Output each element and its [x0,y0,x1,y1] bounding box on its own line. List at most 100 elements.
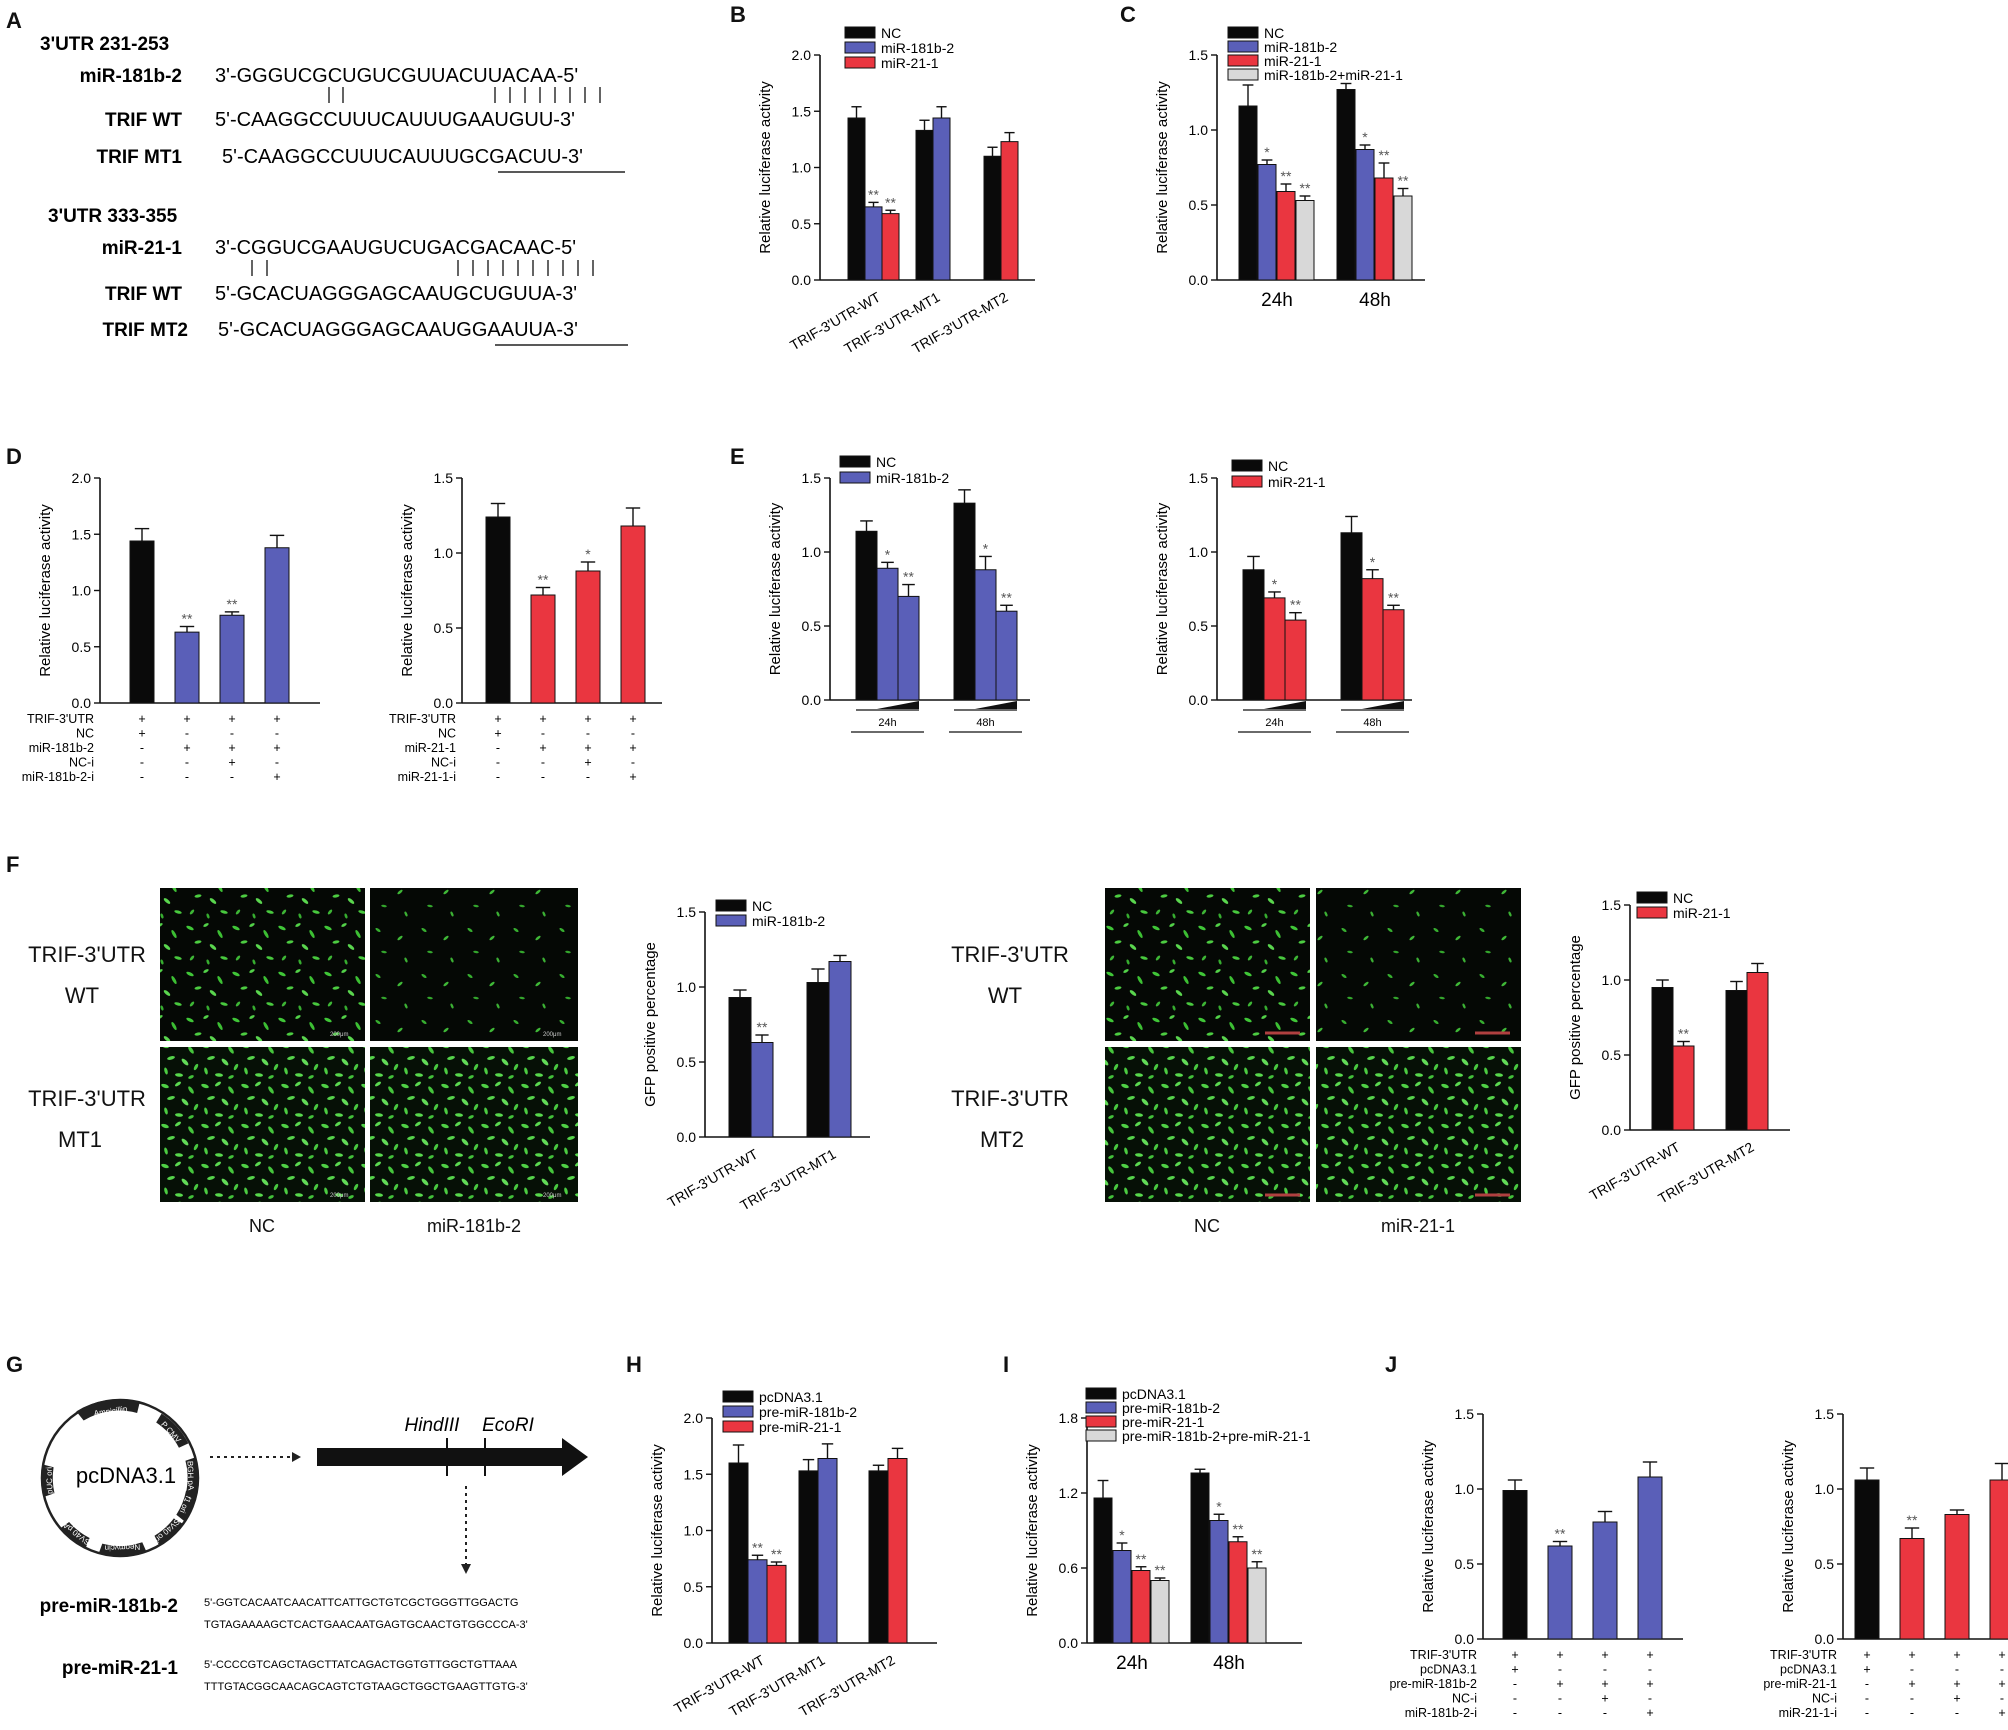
significance-label: ** [1136,1551,1147,1567]
bar [1355,149,1375,281]
row-label-mt1-sub: MT1 [58,1127,102,1152]
bar [1725,990,1748,1131]
row-label: pre-miR-181b-2 [1389,1677,1477,1691]
y-tick-label: 0.0 [802,692,822,708]
y-tick-label: 1.0 [72,583,92,599]
panel-letter-a: A [6,8,22,33]
bar [806,982,830,1138]
legend-swatch [722,1405,754,1418]
bar [1284,619,1307,701]
significance-label: ** [1252,1546,1263,1562]
row-label: TRIF-3'UTR [389,712,456,726]
y-tick-label: 0.6 [1059,1560,1079,1576]
row-sign: - [1558,1663,1562,1677]
legend-label: NC [1268,458,1288,474]
y-tick-label: 0.0 [1189,692,1209,708]
legend-label: NC [1264,25,1284,41]
seq-trif-mt2: 5'-GCACUAGGGAGCAAUGGAAUUA-3' [218,319,578,341]
y-tick-label: 1.0 [1815,1481,1835,1497]
bar [1093,1497,1113,1644]
y-tick-label: 0.0 [1059,1635,1079,1651]
pairing-lines-2 [251,260,594,276]
y-axis-title: Relative luciferase activity [1024,1444,1041,1617]
row-sign: - [496,770,500,784]
significance-label: ** [1281,168,1292,184]
chart-e-left: 0.0 0.5 1.0 1.5 Relative luciferase activity… [767,454,1030,733]
feature-puc-ori: pUC ori [45,1467,55,1495]
image-wt-mir21 [1316,888,1521,1041]
row-label: miR-21-1-i [1779,1706,1837,1720]
bar [728,1462,749,1644]
pre21-seq-line1: 5'-CCCCGTCAGCTAGCTTATCAGACTGGTGTTGGCTGTT… [204,1659,518,1671]
bar [1131,1570,1151,1644]
significance-label: * [585,546,591,562]
row-sign: - [1865,1677,1869,1691]
row-sign: - [586,727,590,741]
chart-b: 0.0 0.5 1.0 1.5 2.0 Relative luciferase activ… [757,25,1035,356]
bar [620,525,646,704]
row-sign: - [1513,1706,1517,1720]
bar [1746,972,1769,1131]
legend-swatch [844,56,876,69]
bar [728,997,752,1138]
panel-letter-h: H [626,1352,642,1377]
legend-label: miR-21-1 [1268,474,1326,490]
row-sign: + [138,712,145,726]
significance-label: ** [1388,589,1399,605]
y-tick-label: 1.0 [1189,544,1209,560]
row-sign: - [1910,1692,1914,1706]
panel-letter-g: G [6,1352,23,1377]
dose-ramp-icon [975,701,1017,709]
dose-ramp-icon [877,701,919,709]
bar [575,570,601,704]
x-tick-label: 24h [1261,290,1293,311]
legend-label: NC [881,25,901,41]
legend-swatch [715,914,747,927]
chart-j-right: 0.0 0.5 1.0 1.5 Relative luciferase activity… [1763,1406,2008,1720]
pre181-seq-line1: 5'-GGTCACAATCAACATTCATTGCTGTCGCTGGGTTGGA… [204,1597,518,1609]
legend-label: miR-21-1 [1264,53,1322,69]
row-sign: + [1601,1648,1608,1662]
feature-neomycin: Neomycin [104,1542,140,1552]
y-tick-label: 2.0 [684,1410,704,1426]
significance-label: ** [538,572,549,588]
row-sign: - [275,756,279,770]
bar [847,117,866,281]
x-tick-label: 24h [1116,1653,1148,1674]
row-label: NC-i [431,756,456,770]
y-tick-label: 0.0 [72,695,92,711]
bar [1112,1550,1132,1644]
bar [915,129,934,281]
legend-swatch [1636,906,1668,919]
col-label-mir181: miR-181b-2 [427,1216,521,1236]
row-sign: - [1865,1706,1869,1720]
row-sign: - [1558,1692,1562,1706]
legend-label: NC [1673,890,1693,906]
panel-letter-i: I [1003,1352,1009,1377]
bar [485,516,511,704]
bar [1944,1514,1970,1640]
row-label: TRIF-3'UTR [1770,1648,1837,1662]
row-sign: + [1998,1706,2005,1720]
bar [219,614,245,704]
row-label: TRIF-3'UTR [27,712,94,726]
row-sign: - [1955,1706,1959,1720]
seq-trif-mt1: 5'-CAAGGCCUUUCAUUUGCGACUU-3' [222,146,583,168]
row-sign: - [1603,1663,1607,1677]
row-sign: + [494,727,501,741]
y-tick-label: 0.0 [1189,272,1209,288]
bar [828,961,852,1138]
significance-label: ** [868,186,879,202]
seq-mir181: 3'-GGGUCGCUGUCGUUACUUACAA-5' [215,65,578,87]
row-sign: + [1511,1648,1518,1662]
bar [983,155,1002,281]
bar [1899,1538,1925,1640]
y-tick-label: 0.5 [802,618,822,634]
legend-swatch [1227,54,1259,67]
bar [1592,1521,1618,1640]
y-tick-label: 1.5 [1602,897,1622,913]
legend-swatch [839,455,871,468]
pairing-lines-1 [328,87,601,103]
chart-h: 0.0 0.5 1.0 1.5 2.0 Relative luciferase activ… [649,1389,937,1719]
